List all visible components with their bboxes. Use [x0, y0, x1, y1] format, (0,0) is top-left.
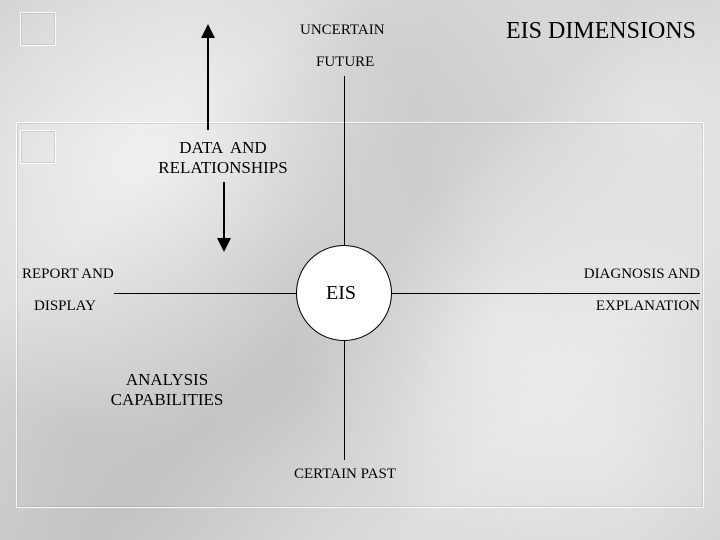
page-title: EIS DIMENSIONS — [506, 18, 696, 45]
axis-top-label-2: FUTURE — [316, 54, 374, 71]
left-end-label-2: DISPLAY — [34, 298, 96, 315]
axis-top-label-1: UNCERTAIN — [300, 22, 385, 39]
horizontal-axis-left — [114, 293, 296, 294]
arrow-down-icon — [214, 180, 234, 252]
horizontal-axis-right — [392, 293, 700, 294]
block-lower-label: ANALYSIS CAPABILITIES — [82, 370, 252, 411]
decorative-box-2 — [20, 130, 56, 164]
decorative-box-1 — [20, 12, 56, 46]
center-label: EIS — [326, 282, 356, 305]
left-end-label-1: REPORT AND — [22, 266, 114, 283]
right-end-label-1: DIAGNOSIS AND — [584, 266, 700, 283]
arrow-up-icon — [198, 24, 218, 134]
axis-bottom-label: CERTAIN PAST — [294, 466, 396, 483]
block-upper-label: DATA AND RELATIONSHIPS — [138, 138, 308, 179]
right-end-label-2: EXPLANATION — [596, 298, 700, 315]
